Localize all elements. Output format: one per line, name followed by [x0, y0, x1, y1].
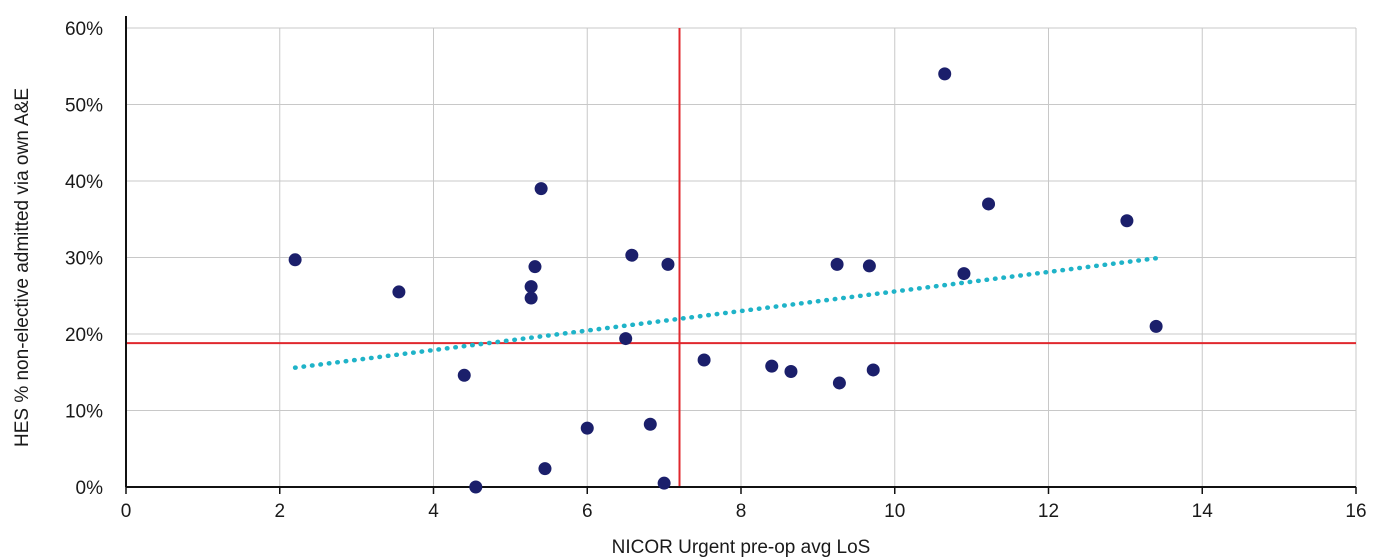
axes: [125, 16, 1357, 494]
x-tick-label: 12: [1038, 501, 1059, 522]
y-axis-title: HES % non-elective admitted via own A&E: [12, 88, 33, 447]
data-point: [534, 182, 548, 196]
data-point: [580, 421, 594, 435]
x-tick-labels: 0 2 4 6 8 10 12 14 16: [121, 501, 1367, 522]
data-point: [862, 259, 876, 273]
x-tick-label: 10: [884, 501, 905, 522]
x-tick-label: 0: [121, 501, 132, 522]
data-point: [619, 332, 633, 346]
data-point: [392, 285, 406, 299]
data-point: [697, 353, 711, 367]
x-tick-label: 8: [736, 501, 747, 522]
data-point: [524, 291, 538, 305]
trendline: [292, 256, 1159, 370]
x-tick-label: 14: [1192, 501, 1214, 522]
data-point: [625, 248, 639, 262]
data-point: [784, 364, 798, 378]
y-tick-label: 50%: [65, 96, 103, 117]
y-tick-label: 20%: [65, 325, 103, 346]
x-tick-label: 4: [428, 501, 439, 522]
data-point: [938, 67, 952, 81]
data-point: [469, 480, 483, 494]
data-point: [524, 280, 538, 294]
trendline-group: [292, 256, 1159, 370]
y-tick-label: 0%: [76, 478, 104, 499]
data-point: [832, 376, 846, 390]
data-point: [643, 417, 657, 431]
data-point: [1149, 319, 1163, 333]
y-tick-label: 40%: [65, 172, 103, 193]
data-point: [1120, 214, 1134, 228]
data-point: [830, 257, 844, 271]
data-point: [765, 359, 779, 373]
x-axis-title: NICOR Urgent pre-op avg LoS: [612, 537, 871, 558]
data-point: [538, 462, 552, 476]
grid-lines: [126, 27, 1357, 487]
y-tick-label: 10%: [65, 402, 103, 423]
x-tick-label: 16: [1345, 501, 1366, 522]
data-point: [657, 476, 671, 490]
x-tick-label: 2: [274, 501, 285, 522]
y-tick-labels: 0% 10% 20% 30% 40% 50% 60%: [65, 19, 103, 499]
data-point: [528, 260, 542, 274]
data-point: [288, 253, 302, 267]
x-tick-label: 6: [582, 501, 593, 522]
data-point: [457, 368, 471, 382]
reference-lines: [126, 28, 1356, 487]
data-point: [957, 267, 971, 281]
data-point: [866, 363, 880, 377]
data-point: [982, 197, 996, 211]
y-tick-label: 30%: [65, 249, 103, 270]
y-tick-label: 60%: [65, 19, 103, 40]
data-point: [661, 257, 675, 271]
data-points: [288, 67, 1163, 494]
